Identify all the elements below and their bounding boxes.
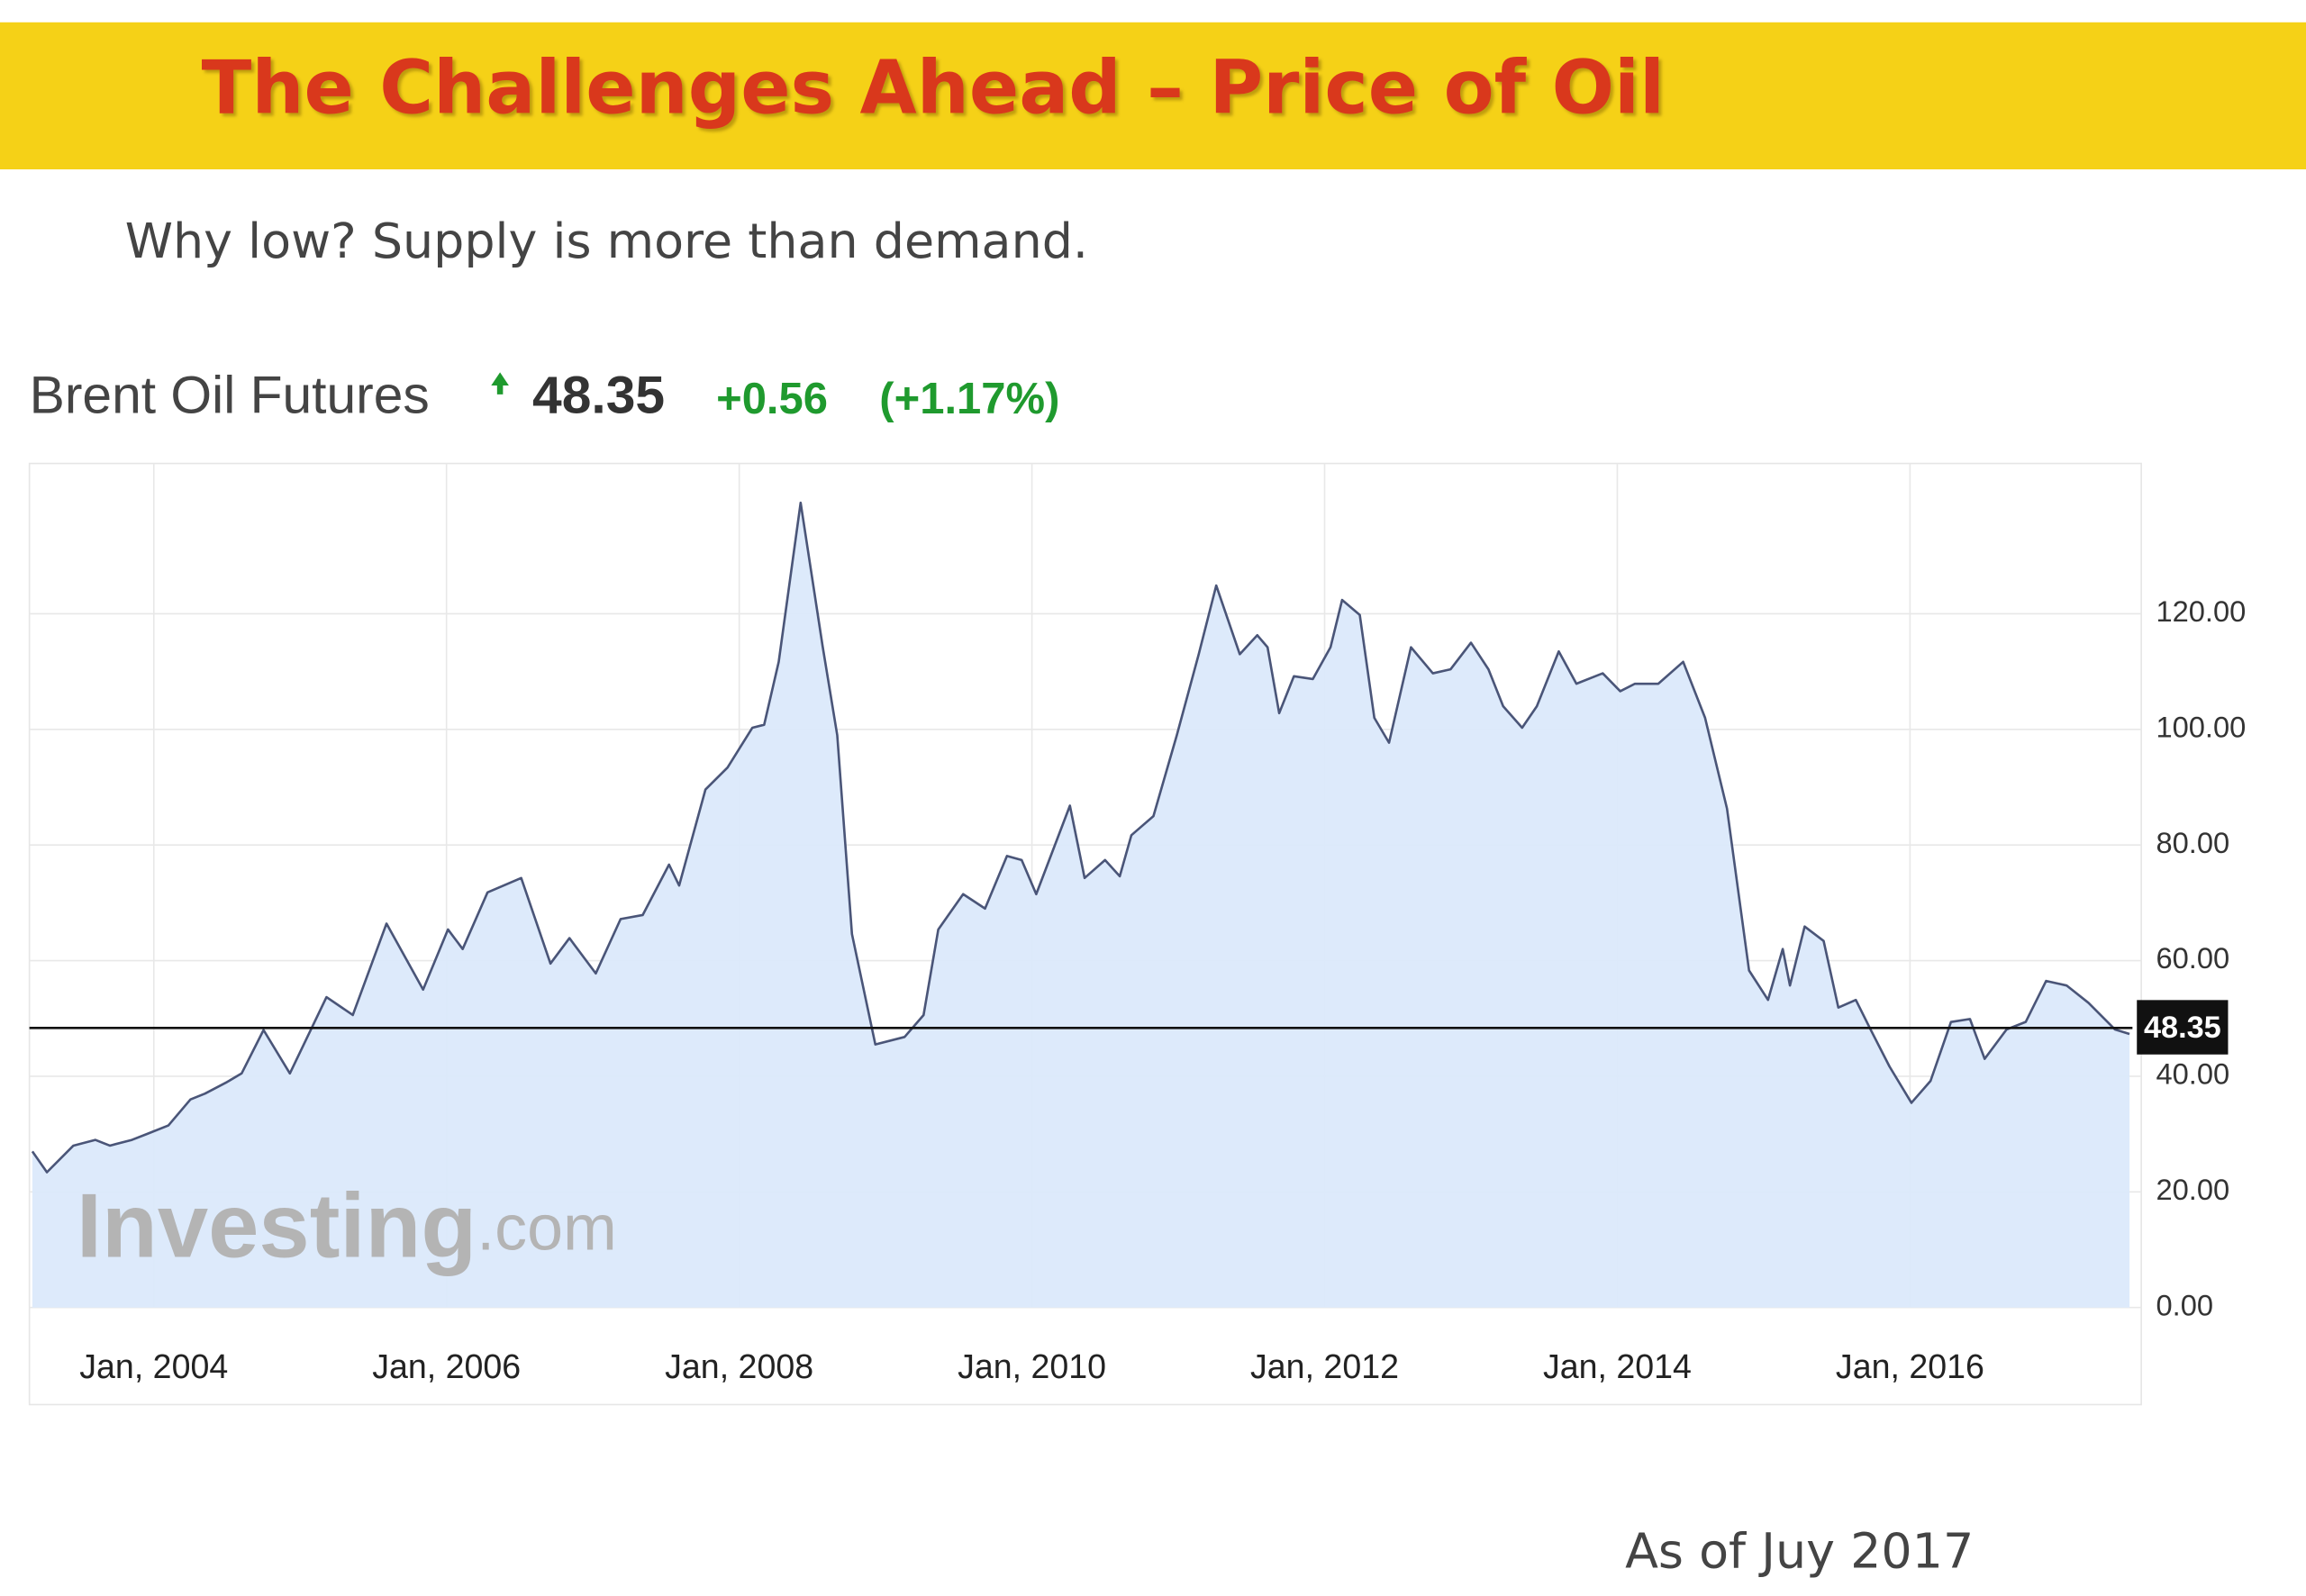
y-tick-label: 80.00 (2156, 826, 2229, 859)
instrument-name: Brent Oil Futures (30, 366, 430, 424)
y-tick-label: 20.00 (2156, 1173, 2229, 1206)
x-tick-label: Jan, 2016 (1836, 1347, 1984, 1385)
slide-title: The Challenges Ahead – Price of Oil (202, 46, 1665, 131)
x-tick-label: Jan, 2014 (1543, 1347, 1692, 1385)
y-tick-label: 120.00 (2156, 594, 2246, 628)
x-tick-label: Jan, 2008 (665, 1347, 813, 1385)
watermark: Investing.com (77, 1174, 617, 1276)
current-price-label: 48.35 (2144, 1011, 2221, 1045)
current-price-box (2137, 1000, 2229, 1055)
subtitle: Why low? Supply is more than demand. (125, 213, 1088, 269)
x-tick-label: Jan, 2004 (79, 1347, 228, 1385)
footnote: As of Juy 2017 (1625, 1523, 1974, 1580)
y-tick-label: 100.00 (2156, 710, 2246, 743)
area (32, 503, 2130, 1308)
watermark-suffix: .com (477, 1192, 617, 1264)
watermark-brand: Investing (77, 1174, 477, 1276)
plot: 0.00 20.00 40.00 60.00 80.00 100.00 120.00 Jan,… (28, 462, 2246, 1406)
x-tick-label: Jan, 2012 (1250, 1347, 1399, 1385)
y-tick-label: 0.00 (2156, 1288, 2213, 1321)
x-tick-label: Jan, 2006 (372, 1347, 521, 1385)
y-tick-label: 60.00 (2156, 941, 2229, 975)
change-percent: (+1.17%) (879, 375, 1059, 423)
up-arrow (491, 372, 509, 394)
x-tick-label: Jan, 2010 (958, 1347, 1106, 1385)
change: +0.56 (716, 375, 828, 423)
y-tick-label: 40.00 (2156, 1057, 2229, 1091)
price: 48.35 (532, 366, 665, 424)
title-bar (0, 22, 2306, 170)
price-line (31, 501, 2130, 1174)
